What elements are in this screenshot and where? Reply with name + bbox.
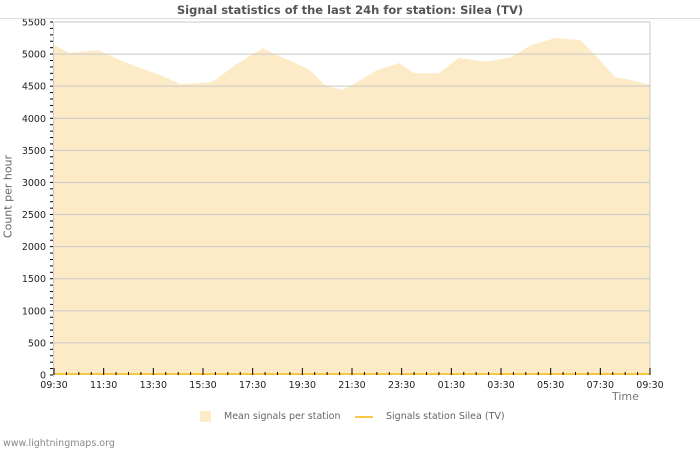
y-tick-label: 5000 — [22, 50, 46, 61]
legend-label: Signals station Silea (TV) — [386, 411, 505, 422]
y-tick-label: 500 — [28, 338, 46, 349]
chart-plot: 0 500 1000 1500 2000 2500 3000 3500 4000 4500 5000… — [0, 18, 700, 391]
x-tick-label: 23:30 — [388, 380, 415, 391]
legend-swatch-line — [355, 415, 373, 418]
y-tick-label: 1000 — [22, 306, 46, 317]
x-tick-label: 15:30 — [189, 380, 216, 391]
x-tick-label: 01:30 — [438, 380, 465, 391]
x-tick-label: 09:30 — [636, 380, 663, 391]
x-tick-label: 19:30 — [289, 380, 316, 391]
y-tick-label: 3500 — [22, 146, 46, 157]
footer-link[interactable]: www.lightningmaps.org — [3, 438, 115, 449]
x-tick-label: 09:30 — [40, 380, 67, 391]
y-tick-label: 4500 — [22, 82, 46, 93]
y-tick-label: 5500 — [22, 18, 46, 29]
x-axis-label: Time — [612, 390, 639, 403]
legend-label: Mean signals per station — [224, 411, 341, 422]
x-tick-label: 17:30 — [239, 380, 266, 391]
legend-item-station[interactable]: Signals station Silea (TV) — [355, 411, 505, 422]
y-tick-label: 2500 — [22, 210, 46, 221]
legend-swatch-area — [200, 411, 211, 422]
y-tick-label: 4000 — [22, 114, 46, 125]
y-tick-label: 2000 — [22, 242, 46, 253]
x-tick-label: 13:30 — [140, 380, 167, 391]
y-tick-label: 0 — [40, 371, 46, 382]
x-tick-label: 07:30 — [587, 380, 614, 391]
chart-title: Signal statistics of the last 24h for st… — [176, 3, 524, 17]
mean-signals-area — [54, 38, 650, 375]
y-tick-label: 3000 — [22, 178, 46, 189]
legend-item-mean[interactable]: Mean signals per station — [200, 411, 340, 422]
x-tick-label: 21:30 — [338, 380, 365, 391]
x-tick-label: 05:30 — [537, 380, 564, 391]
x-tick-label: 11:30 — [90, 380, 117, 391]
x-tick-label: 03:30 — [487, 380, 514, 391]
y-tick-label: 1500 — [22, 274, 46, 285]
